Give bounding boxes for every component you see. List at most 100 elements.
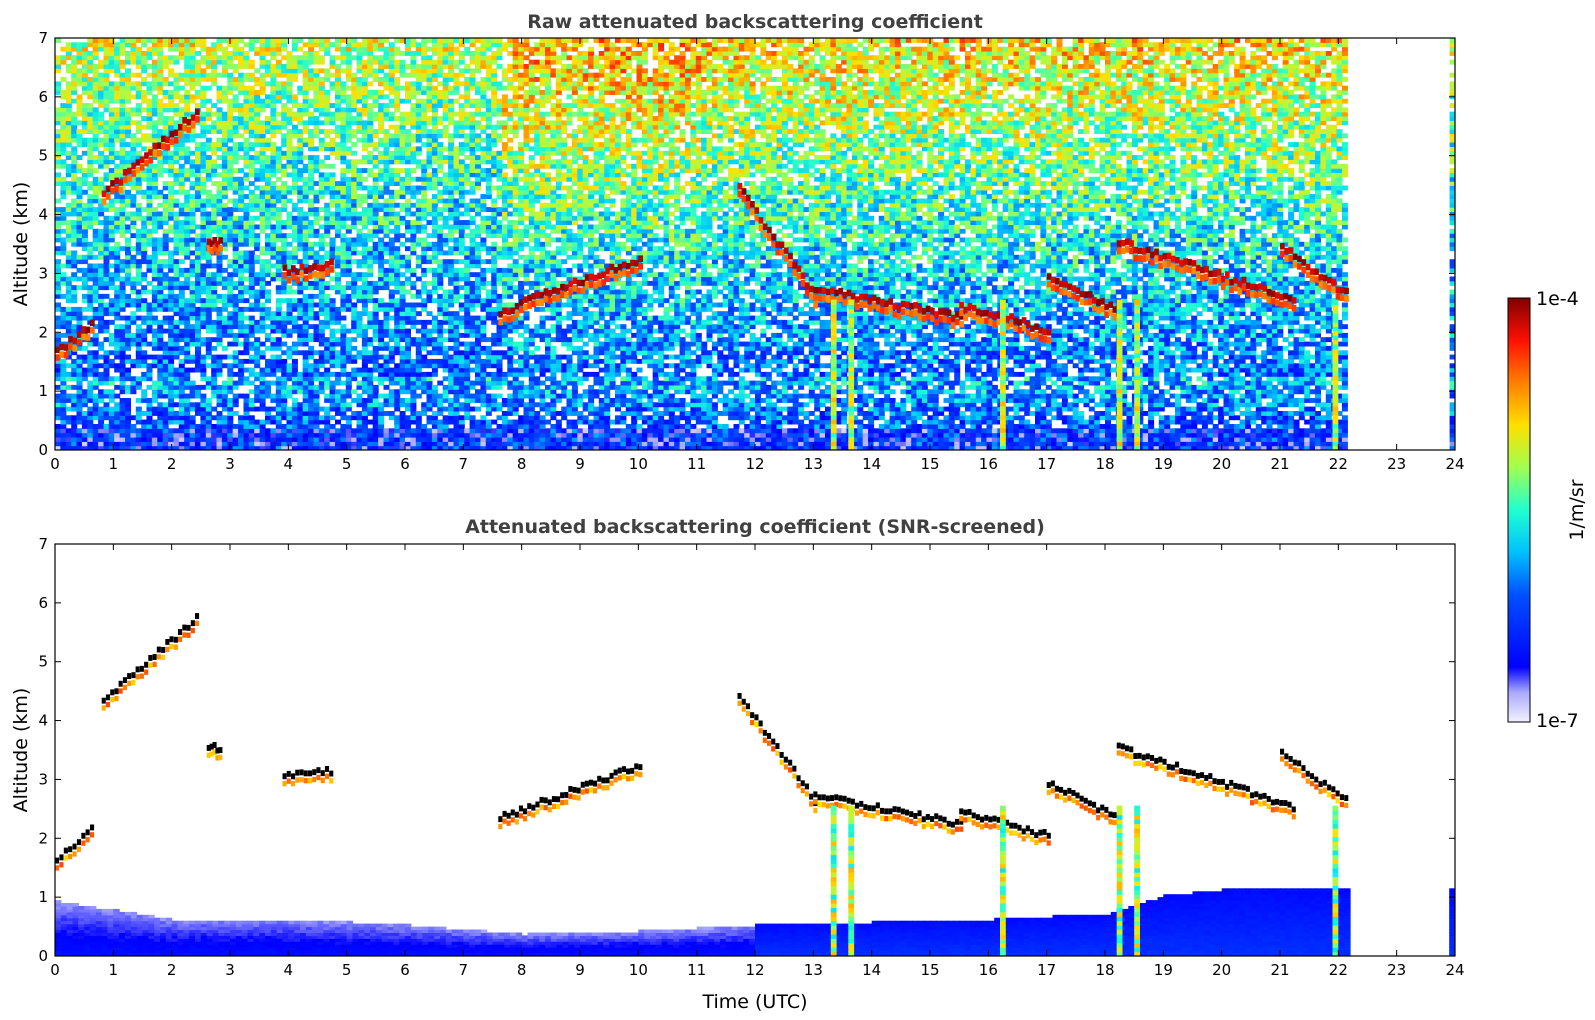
raw-pixel xyxy=(361,398,368,403)
raw-pixel xyxy=(81,220,88,225)
raw-pixel xyxy=(108,250,115,256)
raw-pixel xyxy=(270,189,277,195)
raw-pixel xyxy=(372,345,379,351)
raw-pixel xyxy=(195,224,201,230)
raw-pixel xyxy=(184,319,191,325)
raw-pixel xyxy=(291,202,298,208)
raw-pixel xyxy=(151,363,158,369)
raw-pixel xyxy=(87,163,94,169)
raw-pixel xyxy=(221,159,228,165)
raw-pixel xyxy=(297,133,304,139)
raw-pixel xyxy=(114,137,121,143)
raw-pixel xyxy=(119,302,126,308)
raw-pixel xyxy=(275,51,282,56)
raw-pixel xyxy=(200,432,207,438)
raw-pixel xyxy=(108,172,115,178)
raw-pixel xyxy=(329,189,336,195)
raw-pixel xyxy=(302,380,309,386)
raw-pixel xyxy=(324,116,331,121)
raw-pixel xyxy=(125,51,131,56)
raw-pixel xyxy=(184,198,191,204)
raw-pixel xyxy=(248,315,255,321)
raw-pixel xyxy=(345,94,352,100)
raw-pixel xyxy=(383,107,390,113)
raw-pixel xyxy=(405,389,411,395)
raw-pixel xyxy=(173,345,180,351)
raw-pixel xyxy=(324,142,331,147)
raw-pixel xyxy=(340,129,347,134)
raw-pixel xyxy=(92,363,99,369)
raw-pixel xyxy=(243,358,250,364)
raw-pixel xyxy=(361,81,368,87)
raw-pixel xyxy=(259,211,266,217)
raw-pixel xyxy=(308,428,315,434)
raw-pixel xyxy=(125,419,131,425)
raw-pixel xyxy=(146,280,153,286)
raw-pixel xyxy=(55,155,61,160)
raw-pixel xyxy=(195,246,201,252)
raw-pixel xyxy=(87,289,94,295)
raw-pixel xyxy=(410,237,417,243)
raw-pixel xyxy=(281,185,288,191)
raw-pixel xyxy=(281,55,288,61)
raw-pixel xyxy=(141,220,148,225)
raw-pixel xyxy=(238,393,245,399)
raw-pixel xyxy=(399,315,406,321)
raw-pixel xyxy=(98,306,105,312)
raw-pixel xyxy=(200,55,207,61)
raw-pixel xyxy=(173,46,180,52)
raw-pixel xyxy=(227,163,234,169)
raw-pixel xyxy=(65,228,72,234)
raw-pixel xyxy=(103,51,110,56)
raw-pixel xyxy=(189,445,196,450)
raw-pixel xyxy=(151,393,158,399)
raw-pixel xyxy=(243,220,250,225)
raw-pixel xyxy=(248,215,255,221)
raw-pixel xyxy=(238,38,245,43)
raw-pixel xyxy=(87,250,94,256)
raw-pixel xyxy=(168,263,175,269)
raw-pixel xyxy=(135,380,142,386)
raw-pixel xyxy=(308,324,315,330)
raw-pixel xyxy=(281,411,288,416)
raw-pixel xyxy=(184,328,191,334)
raw-pixel xyxy=(157,441,164,447)
raw-pixel xyxy=(275,38,282,43)
raw-pixel xyxy=(71,415,78,421)
raw-pixel xyxy=(168,259,175,265)
raw-pixel xyxy=(146,371,153,377)
raw-pixel xyxy=(195,267,201,273)
raw-pixel xyxy=(410,437,417,442)
raw-pixel xyxy=(308,98,315,104)
raw-pixel xyxy=(200,90,207,95)
raw-pixel xyxy=(232,68,239,74)
raw-pixel xyxy=(340,432,347,438)
raw-pixel xyxy=(173,111,180,117)
raw-pixel xyxy=(168,98,175,104)
raw-pixel xyxy=(297,38,304,43)
raw-pixel xyxy=(92,276,99,282)
raw-pixel xyxy=(71,311,78,317)
raw-pixel xyxy=(297,246,304,252)
raw-pixel xyxy=(55,55,61,61)
raw-pixel xyxy=(184,393,191,399)
raw-pixel xyxy=(329,85,336,91)
raw-pixel xyxy=(270,185,277,191)
raw-pixel xyxy=(259,137,266,143)
raw-pixel xyxy=(173,328,180,334)
raw-pixel xyxy=(297,120,304,126)
raw-pixel xyxy=(345,441,352,447)
raw-pixel xyxy=(71,189,78,195)
raw-pixel xyxy=(297,311,304,317)
raw-pixel xyxy=(405,172,411,178)
raw-pixel xyxy=(291,376,298,382)
raw-pixel xyxy=(189,72,196,78)
raw-pixel xyxy=(216,202,223,208)
raw-pixel xyxy=(356,293,363,299)
raw-pixel xyxy=(335,263,341,269)
raw-pixel xyxy=(168,380,175,386)
raw-pixel xyxy=(92,393,99,399)
raw-pixel xyxy=(410,415,417,421)
raw-pixel xyxy=(173,415,180,421)
raw-pixel xyxy=(383,233,390,239)
